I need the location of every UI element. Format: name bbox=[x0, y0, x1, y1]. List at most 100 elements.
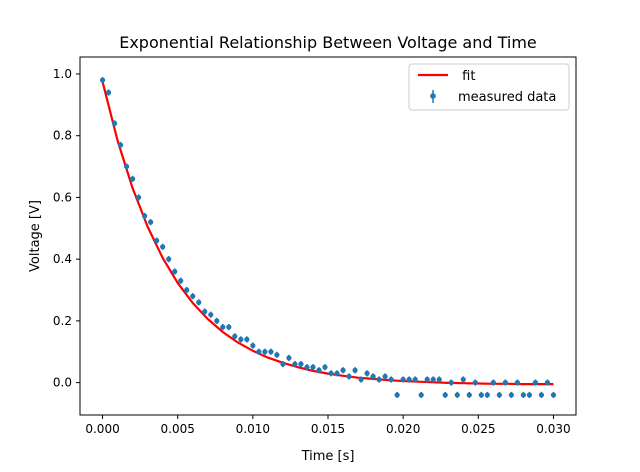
legend: fit measured data bbox=[408, 63, 570, 111]
data-point bbox=[448, 379, 454, 386]
x-tick-label: 0.005 bbox=[161, 422, 195, 436]
data-point bbox=[424, 376, 430, 383]
data-point bbox=[316, 367, 322, 373]
data-point bbox=[382, 373, 388, 380]
data-point bbox=[250, 342, 256, 349]
data-point bbox=[460, 376, 466, 383]
data-point bbox=[406, 376, 412, 383]
data-point bbox=[166, 256, 172, 262]
data-point bbox=[196, 299, 202, 305]
data-point bbox=[502, 379, 508, 386]
x-tick-label: 0.020 bbox=[386, 422, 420, 436]
chart-title: Exponential Relationship Between Voltage… bbox=[119, 33, 537, 52]
x-tick-label: 0.010 bbox=[236, 422, 270, 436]
data-point bbox=[472, 379, 478, 386]
data-point bbox=[256, 349, 262, 355]
x-tick-label: 0.030 bbox=[536, 422, 570, 436]
data-point bbox=[148, 219, 154, 225]
data-point bbox=[178, 278, 184, 284]
data-point bbox=[184, 287, 190, 293]
data-point bbox=[412, 376, 418, 383]
x-axis: 0.000 0.005 0.010 0.015 0.020 0.025 0.030 bbox=[85, 415, 571, 436]
data-point bbox=[544, 379, 551, 386]
data-point bbox=[310, 364, 316, 370]
data-point bbox=[358, 376, 364, 383]
data-point bbox=[172, 268, 178, 275]
data-point bbox=[514, 379, 520, 386]
data-point bbox=[334, 370, 340, 376]
y-tick-label: 0.2 bbox=[53, 314, 72, 328]
data-point bbox=[202, 309, 208, 315]
data-point bbox=[478, 392, 484, 398]
data-point bbox=[352, 367, 358, 373]
data-point bbox=[466, 392, 472, 398]
data-point bbox=[220, 324, 226, 330]
data-point bbox=[226, 324, 232, 330]
data-point bbox=[117, 142, 124, 148]
y-tick-label: 1.0 bbox=[53, 67, 72, 81]
legend-data-label: measured data bbox=[458, 90, 556, 105]
data-point bbox=[304, 364, 310, 370]
y-tick-label: 0.8 bbox=[53, 129, 72, 143]
fit-line bbox=[101, 81, 554, 386]
y-tick-label: 0.6 bbox=[53, 190, 72, 204]
data-point bbox=[340, 367, 346, 373]
data-point bbox=[130, 176, 136, 182]
data-point bbox=[364, 370, 370, 376]
data-point bbox=[508, 392, 514, 398]
data-point bbox=[388, 376, 394, 383]
legend-fit-label: fit bbox=[458, 69, 475, 84]
data-point bbox=[190, 293, 196, 299]
data-point bbox=[328, 370, 334, 376]
data-point bbox=[394, 392, 400, 398]
data-point bbox=[244, 336, 250, 342]
data-point bbox=[454, 392, 460, 398]
data-point bbox=[154, 238, 160, 244]
data-point bbox=[442, 392, 448, 398]
x-tick-label: 0.015 bbox=[311, 422, 345, 436]
data-point bbox=[238, 336, 244, 342]
data-point bbox=[484, 392, 490, 398]
data-point bbox=[298, 361, 304, 367]
data-point bbox=[520, 392, 526, 398]
data-point bbox=[136, 194, 142, 201]
data-point bbox=[232, 333, 238, 339]
data-point bbox=[370, 373, 376, 380]
data-point bbox=[430, 376, 436, 383]
data-point bbox=[111, 120, 118, 126]
data-point bbox=[496, 392, 502, 398]
data-point bbox=[532, 379, 539, 386]
data-point bbox=[490, 379, 496, 386]
data-point bbox=[550, 392, 557, 398]
legend-data-marker bbox=[430, 93, 436, 99]
data-point bbox=[436, 376, 442, 383]
data-point bbox=[280, 361, 286, 367]
data-point bbox=[142, 213, 148, 219]
x-axis-label: Time [s] bbox=[301, 449, 355, 464]
data-point bbox=[123, 163, 130, 170]
data-point bbox=[376, 376, 382, 383]
fit-series bbox=[101, 81, 554, 386]
data-point bbox=[286, 355, 292, 361]
y-tick-label: 0.4 bbox=[53, 252, 72, 266]
x-tick-label: 0.000 bbox=[85, 422, 119, 436]
data-point bbox=[418, 392, 424, 398]
data-point bbox=[214, 318, 220, 324]
data-point bbox=[292, 361, 298, 367]
data-point bbox=[538, 392, 545, 398]
data-point bbox=[208, 312, 214, 318]
legend-box bbox=[408, 63, 570, 111]
data-point bbox=[526, 392, 533, 398]
data-point bbox=[99, 77, 106, 83]
data-point bbox=[322, 364, 328, 370]
data-point bbox=[262, 349, 268, 355]
data-point bbox=[268, 349, 274, 355]
x-tick-label: 0.025 bbox=[461, 422, 495, 436]
y-tick-label: 0.0 bbox=[53, 376, 72, 390]
data-point bbox=[105, 89, 112, 96]
y-axis: 0.0 0.2 0.4 0.6 0.8 1.0 bbox=[53, 67, 80, 390]
data-point bbox=[274, 352, 280, 358]
measured-data-series bbox=[99, 77, 557, 399]
data-point bbox=[346, 373, 352, 380]
